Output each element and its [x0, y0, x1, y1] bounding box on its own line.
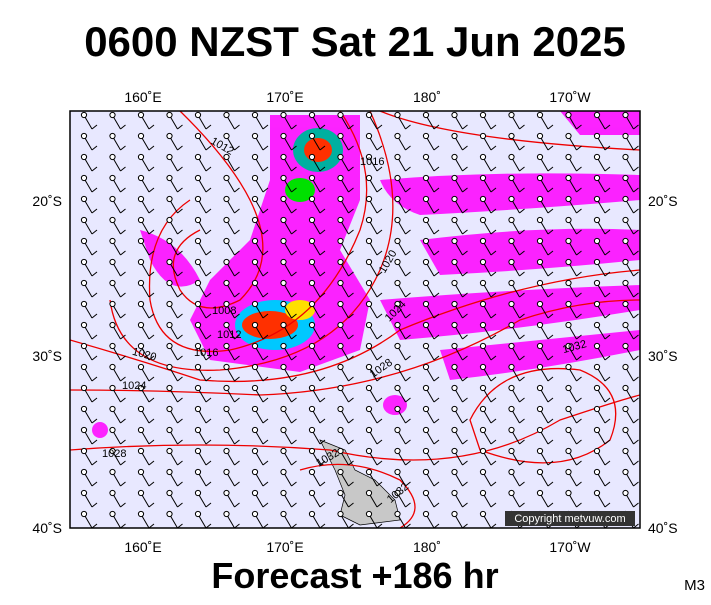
lon-label: 180˚ [413, 89, 441, 105]
wind-barbs [70, 111, 640, 528]
lat-label: 30˚S [32, 348, 62, 364]
copyright: Copyright metvuw.com [514, 513, 625, 525]
isobar-label: 1024 [122, 380, 146, 392]
lon-label: 160˚E [124, 539, 161, 555]
lon-label: 170˚E [266, 89, 303, 105]
lon-label: 170˚W [549, 539, 591, 555]
latitude-labels: 20˚S 30˚S 40˚S 20˚S 30˚S 40˚S [32, 193, 677, 536]
isobar-label: 1012 [217, 329, 241, 341]
forecast-label: Forecast +186 hr [211, 555, 498, 596]
lon-label: 180˚ [413, 539, 441, 555]
lon-label: 160˚E [124, 89, 161, 105]
lat-label: 20˚S [32, 193, 62, 209]
model-label: M3 [684, 577, 705, 594]
isobar-label: 1028 [102, 448, 126, 460]
map-area [70, 111, 640, 528]
copyright-box [505, 511, 635, 526]
map-frame [69, 110, 641, 529]
lat-label: 40˚S [648, 520, 678, 536]
title: 0600 NZST Sat 21 Jun 2025 [84, 18, 626, 65]
lat-label: 40˚S [32, 520, 62, 536]
lat-label: 30˚S [648, 348, 678, 364]
isobar-label: 1016 [360, 156, 384, 168]
isobar-label: 1016 [194, 347, 218, 359]
lon-label: 170˚E [266, 539, 303, 555]
longitude-labels: 160˚E 170˚E 180˚ 170˚W 160˚E 170˚E 180˚ … [124, 89, 591, 555]
lat-label: 20˚S [648, 193, 678, 209]
lon-label: 170˚W [549, 89, 591, 105]
isobar-label: 1008 [212, 305, 236, 317]
